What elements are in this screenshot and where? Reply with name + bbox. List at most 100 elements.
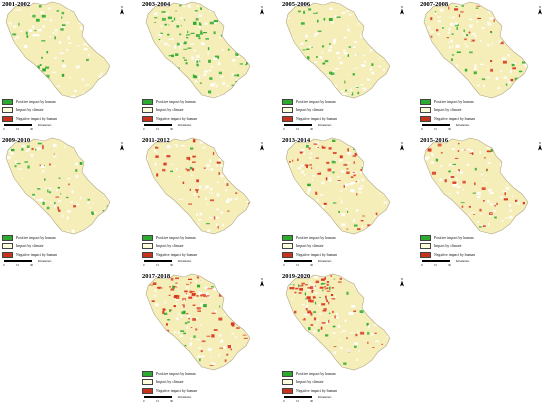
negative-impact-patch (493, 18, 495, 22)
climate-impact-patch (196, 55, 200, 58)
climate-impact-patch (301, 170, 304, 174)
climate-impact-patch (338, 324, 340, 328)
negative-impact-patch (306, 165, 309, 168)
climate-impact-patch (334, 295, 336, 299)
positive-impact-patch (490, 148, 493, 152)
positive-impact-patch (336, 16, 341, 18)
scale-tick: 30 (310, 263, 313, 267)
climate-impact-patch (216, 193, 220, 197)
climate-impact-patch (219, 36, 222, 39)
climate-impact-patch (495, 77, 498, 81)
climate-impact-patch (13, 25, 17, 28)
positive-impact-patch (86, 58, 89, 62)
climate-impact-patch (308, 45, 312, 48)
negative-impact-patch (317, 173, 321, 175)
climate-impact-patch (348, 312, 353, 315)
climate-impact-patch (200, 324, 202, 326)
negative-impact-patch (462, 180, 466, 184)
climate-impact-patch (303, 173, 306, 176)
positive-impact-patch (27, 165, 30, 169)
positive-impact-patch (79, 162, 83, 165)
positive-impact-patch (466, 34, 469, 37)
climate-impact-patch (53, 165, 56, 167)
climate-impact-patch (214, 22, 217, 24)
positive-impact-patch (106, 205, 109, 208)
scale-tick: 0 (283, 263, 285, 267)
legend-item: Positive impact by human (2, 234, 92, 241)
positive-impact-patch (160, 32, 163, 34)
negative-impact-patch (319, 286, 324, 289)
climate-impact-patch (176, 317, 179, 321)
positive-impact-patch (171, 20, 174, 22)
legend-swatch (142, 115, 153, 122)
negative-impact-patch (315, 157, 319, 159)
positive-impact-patch (351, 92, 354, 96)
climate-impact-patch (320, 193, 323, 196)
climate-impact-patch (455, 44, 460, 48)
negative-impact-patch (175, 295, 180, 297)
climate-impact-patch (196, 339, 200, 340)
climate-impact-patch (65, 21, 70, 24)
climate-impact-patch (469, 39, 473, 41)
positive-impact-patch (42, 68, 46, 72)
climate-impact-patch (193, 61, 198, 63)
positive-impact-patch (456, 51, 461, 53)
region-map (285, 1, 391, 99)
positive-impact-patch (41, 56, 43, 59)
positive-impact-patch (43, 164, 45, 166)
climate-impact-patch (462, 189, 465, 191)
positive-impact-patch (202, 32, 207, 34)
negative-impact-patch (307, 287, 312, 289)
climate-impact-patch (312, 286, 316, 289)
climate-impact-patch (290, 284, 294, 287)
negative-impact-patch (192, 304, 196, 306)
positive-impact-patch (35, 148, 37, 151)
climate-impact-patch (346, 152, 351, 155)
climate-impact-patch (430, 153, 434, 156)
negative-impact-patch (346, 228, 349, 230)
negative-impact-patch (326, 281, 330, 283)
legend-label: Impact by climate (16, 108, 44, 112)
climate-impact-patch (371, 71, 374, 75)
climate-impact-patch (216, 181, 219, 184)
positive-impact-patch (200, 32, 203, 35)
climate-impact-patch (10, 24, 12, 26)
climate-impact-patch (360, 178, 363, 180)
climate-impact-patch (378, 193, 381, 195)
negative-impact-patch (360, 331, 365, 335)
climate-impact-patch (363, 87, 367, 91)
negative-impact-patch (195, 189, 199, 191)
positive-impact-patch (239, 63, 244, 65)
negative-impact-patch (186, 168, 190, 172)
legend-item: Impact by climate (282, 243, 372, 250)
positive-impact-patch (179, 4, 182, 7)
climate-impact-patch (505, 187, 510, 190)
legend-swatch (142, 243, 153, 249)
climate-impact-patch (205, 197, 207, 201)
climate-impact-patch (330, 46, 333, 48)
positive-impact-patch (451, 54, 455, 56)
positive-impact-patch (184, 344, 187, 347)
positive-impact-patch (233, 85, 236, 89)
climate-impact-patch (361, 64, 366, 67)
climate-impact-patch (327, 49, 332, 52)
positive-impact-patch (183, 332, 186, 335)
climate-impact-patch (454, 22, 458, 26)
positive-impact-patch (75, 169, 78, 172)
positive-impact-patch (325, 334, 329, 337)
climate-impact-patch (448, 164, 452, 166)
climate-impact-patch (195, 317, 199, 320)
legend-swatch (420, 107, 431, 113)
legend-label: Positive impact by human (156, 235, 196, 240)
negative-impact-patch (151, 300, 155, 302)
north-arrow-icon: N (258, 2, 266, 15)
north-label: N (539, 141, 542, 145)
negative-impact-patch (328, 319, 330, 323)
scale-unit: Kilometers (38, 259, 52, 263)
climate-impact-patch (314, 275, 318, 279)
negative-impact-patch (326, 161, 330, 164)
climate-impact-patch (487, 200, 490, 204)
climate-impact-patch (215, 84, 218, 88)
negative-impact-patch (170, 309, 172, 311)
